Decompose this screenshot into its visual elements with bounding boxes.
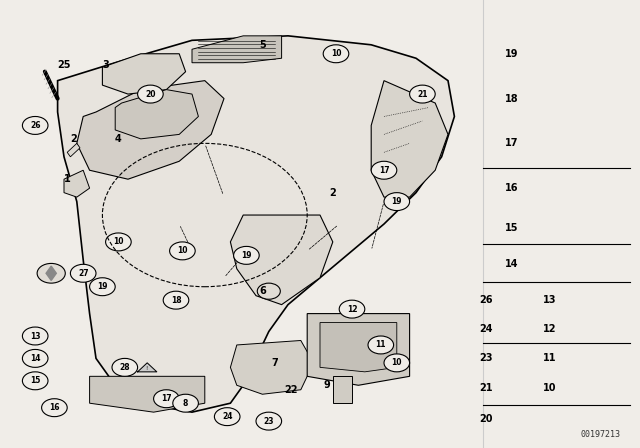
Text: 2: 2 [70, 134, 77, 144]
Circle shape [170, 242, 195, 260]
Text: 12: 12 [347, 305, 357, 314]
Text: 8: 8 [183, 399, 188, 408]
Text: 19: 19 [97, 282, 108, 291]
Text: 26: 26 [479, 295, 493, 305]
Text: 7: 7 [272, 358, 278, 368]
Text: 27: 27 [78, 269, 88, 278]
Text: 28: 28 [120, 363, 130, 372]
Text: 25: 25 [57, 60, 71, 70]
Circle shape [339, 300, 365, 318]
Circle shape [257, 283, 280, 299]
Circle shape [256, 412, 282, 430]
Text: 24: 24 [222, 412, 232, 421]
Text: 12: 12 [543, 324, 557, 334]
Circle shape [154, 390, 179, 408]
Text: 20: 20 [145, 90, 156, 99]
Polygon shape [333, 376, 352, 403]
Circle shape [138, 85, 163, 103]
Circle shape [70, 264, 96, 282]
Text: 10: 10 [331, 49, 341, 58]
Text: 14: 14 [505, 259, 518, 269]
Text: 10: 10 [543, 383, 557, 392]
Circle shape [173, 394, 198, 412]
Polygon shape [64, 170, 90, 197]
Circle shape [371, 161, 397, 179]
Polygon shape [230, 215, 333, 305]
Text: 15: 15 [505, 224, 518, 233]
Text: 10: 10 [113, 237, 124, 246]
Text: !: ! [145, 366, 147, 371]
Text: 1: 1 [64, 174, 70, 184]
Text: 2: 2 [330, 188, 336, 198]
Text: 14: 14 [30, 354, 40, 363]
Polygon shape [138, 363, 157, 372]
Text: 23: 23 [479, 353, 493, 363]
Circle shape [90, 278, 115, 296]
Text: 19: 19 [241, 251, 252, 260]
Text: 00197213: 00197213 [581, 430, 621, 439]
Text: 18: 18 [505, 94, 518, 103]
Circle shape [163, 291, 189, 309]
Text: 13: 13 [30, 332, 40, 340]
Text: 23: 23 [264, 417, 274, 426]
Text: 17: 17 [505, 138, 518, 148]
Circle shape [22, 372, 48, 390]
Text: 21: 21 [417, 90, 428, 99]
Text: 5: 5 [259, 40, 266, 50]
Text: 11: 11 [543, 353, 557, 363]
Circle shape [37, 263, 65, 283]
Polygon shape [58, 36, 454, 412]
Text: 18: 18 [171, 296, 181, 305]
Text: 16: 16 [505, 183, 518, 193]
Text: 19: 19 [505, 49, 518, 59]
Text: 15: 15 [30, 376, 40, 385]
Polygon shape [90, 376, 205, 412]
Polygon shape [67, 143, 80, 157]
Circle shape [22, 327, 48, 345]
Polygon shape [77, 81, 224, 179]
Text: 17: 17 [379, 166, 389, 175]
Text: 10: 10 [392, 358, 402, 367]
Text: 6: 6 [259, 286, 266, 296]
Text: 9: 9 [323, 380, 330, 390]
Circle shape [106, 233, 131, 251]
Circle shape [323, 45, 349, 63]
Polygon shape [46, 266, 56, 280]
Circle shape [214, 408, 240, 426]
Circle shape [368, 336, 394, 354]
Text: 13: 13 [543, 295, 557, 305]
Text: 16: 16 [49, 403, 60, 412]
Text: 20: 20 [479, 414, 493, 424]
Polygon shape [115, 90, 198, 139]
Polygon shape [230, 340, 314, 394]
Circle shape [384, 354, 410, 372]
Polygon shape [102, 54, 186, 94]
Circle shape [112, 358, 138, 376]
Text: 26: 26 [30, 121, 40, 130]
Text: 21: 21 [479, 383, 493, 392]
Polygon shape [371, 81, 448, 197]
Circle shape [22, 349, 48, 367]
Circle shape [410, 85, 435, 103]
Polygon shape [320, 323, 397, 372]
Polygon shape [192, 36, 282, 63]
Text: 3: 3 [102, 60, 109, 70]
Polygon shape [307, 314, 410, 385]
Circle shape [234, 246, 259, 264]
Text: 17: 17 [161, 394, 172, 403]
Circle shape [42, 399, 67, 417]
Text: 11: 11 [376, 340, 386, 349]
Text: 10: 10 [177, 246, 188, 255]
Text: 24: 24 [479, 324, 493, 334]
Text: 19: 19 [392, 197, 402, 206]
Circle shape [22, 116, 48, 134]
Text: 22: 22 [284, 385, 298, 395]
Circle shape [384, 193, 410, 211]
Text: 4: 4 [115, 134, 122, 144]
